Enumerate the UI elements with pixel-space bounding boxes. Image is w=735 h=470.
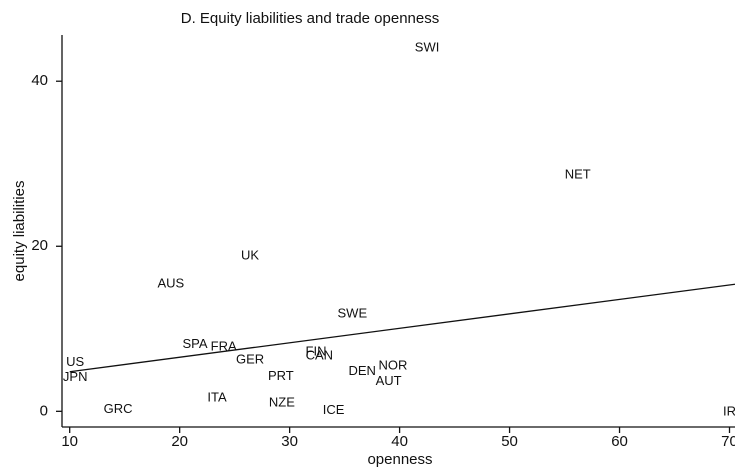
- x-tick-label: 30: [281, 433, 298, 450]
- point-label: CAN: [306, 347, 333, 362]
- y-tick-label: 20: [31, 237, 48, 254]
- point-label: UK: [241, 248, 259, 263]
- point-label: ICE: [323, 402, 345, 417]
- point-label: AUT: [376, 373, 402, 388]
- point-label: PRT: [268, 368, 294, 383]
- x-tick-label: 70: [721, 433, 735, 450]
- point-label: SWI: [415, 40, 440, 55]
- point-label: SWE: [338, 305, 368, 320]
- fit-line: [69, 283, 735, 373]
- chart-title: D. Equity liabilities and trade openness: [181, 10, 440, 27]
- x-tick-label: 10: [61, 433, 78, 450]
- point-label: AUS: [158, 276, 185, 291]
- point-label: US: [66, 354, 84, 369]
- point-label: GER: [236, 352, 264, 367]
- y-tick-label: 0: [40, 402, 48, 419]
- point-label: GRC: [104, 401, 133, 416]
- point-label: NET: [565, 167, 591, 182]
- point-label: JPN: [63, 369, 88, 384]
- y-tick-label: 40: [31, 72, 48, 89]
- point-label: NOR: [379, 357, 408, 372]
- point-label: SPA: [183, 336, 208, 351]
- x-tick-label: 60: [611, 433, 628, 450]
- point-label: IR: [723, 404, 735, 419]
- x-tick-label: 20: [171, 433, 188, 450]
- point-label: NZE: [269, 395, 295, 410]
- x-tick-label: 40: [391, 433, 408, 450]
- point-label: FRA: [211, 338, 237, 353]
- x-axis-title: openness: [367, 451, 432, 468]
- y-axis-title: equity liabilities: [11, 181, 28, 282]
- x-tick-label: 50: [501, 433, 518, 450]
- point-label: FIN: [306, 343, 327, 358]
- point-label: ITA: [207, 390, 227, 405]
- point-label: DEN: [348, 363, 375, 378]
